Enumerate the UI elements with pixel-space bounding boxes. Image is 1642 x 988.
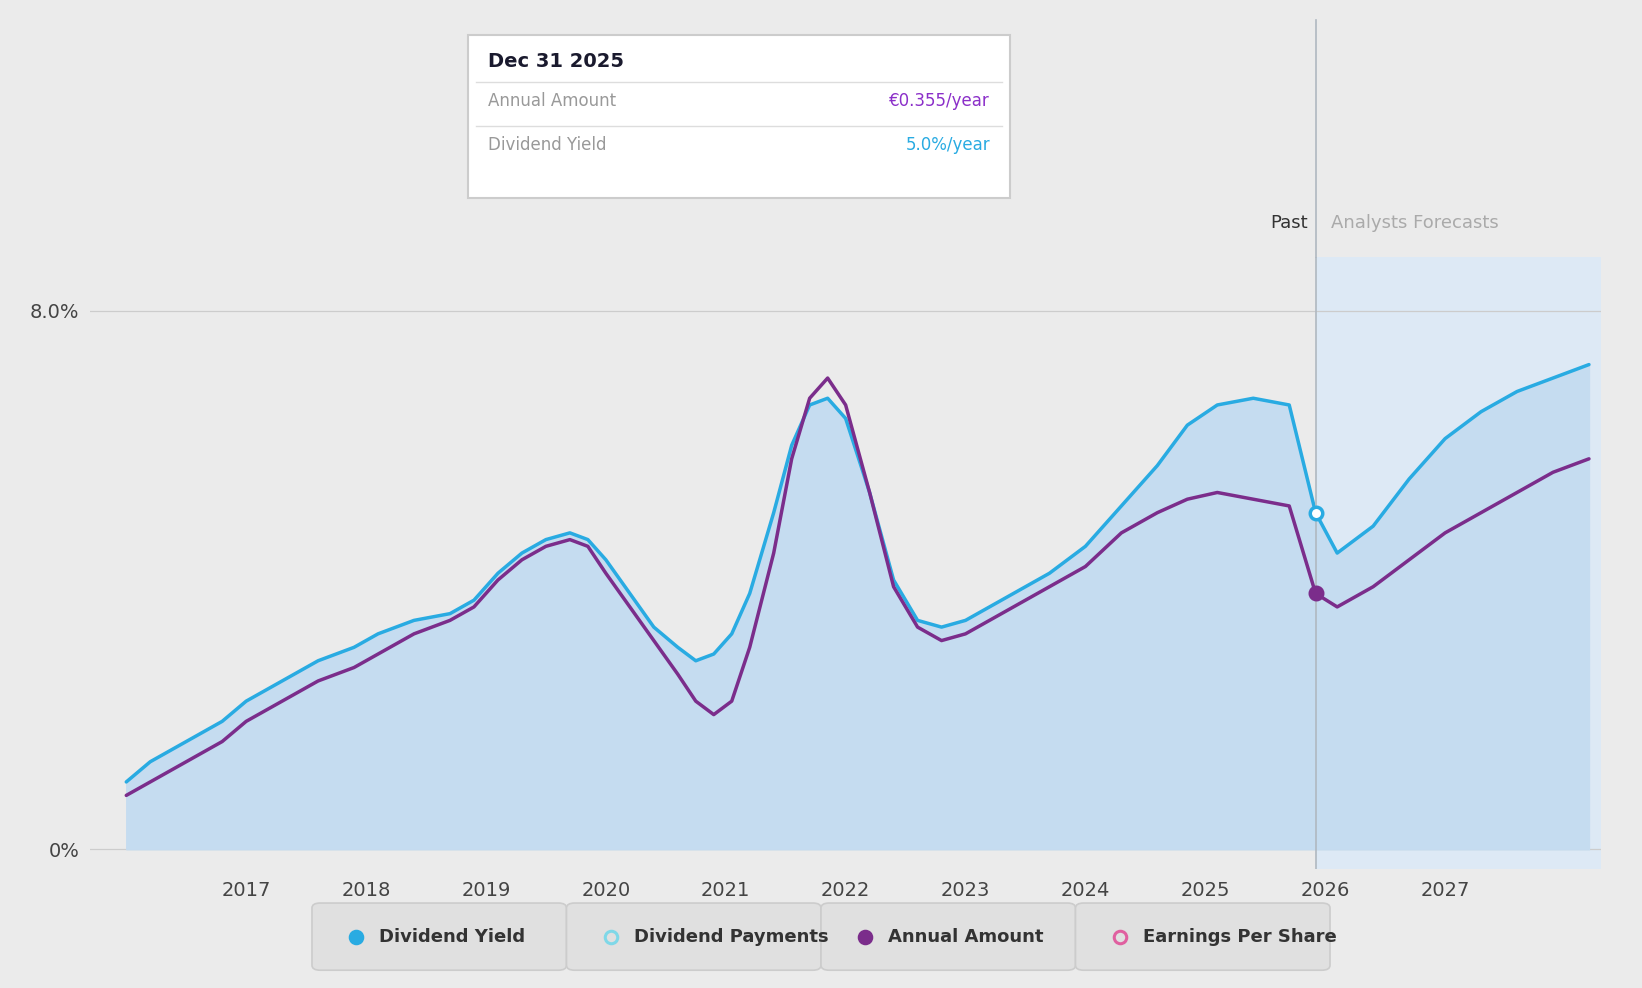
Text: Annual Amount: Annual Amount: [488, 92, 616, 110]
Text: Analysts Forecasts: Analysts Forecasts: [1330, 214, 1499, 232]
Text: Dec 31 2025: Dec 31 2025: [488, 52, 624, 71]
Text: Past: Past: [1271, 214, 1309, 232]
Bar: [1315, 257, 1601, 869]
Text: Annual Amount: Annual Amount: [888, 928, 1044, 946]
Text: €0.355/year: €0.355/year: [890, 92, 990, 110]
Text: Earnings Per Share: Earnings Per Share: [1143, 928, 1337, 946]
Text: Dividend Yield: Dividend Yield: [379, 928, 525, 946]
Text: 5.0%/year: 5.0%/year: [905, 136, 990, 154]
Text: Dividend Payments: Dividend Payments: [634, 928, 829, 946]
Text: Dividend Yield: Dividend Yield: [488, 136, 606, 154]
